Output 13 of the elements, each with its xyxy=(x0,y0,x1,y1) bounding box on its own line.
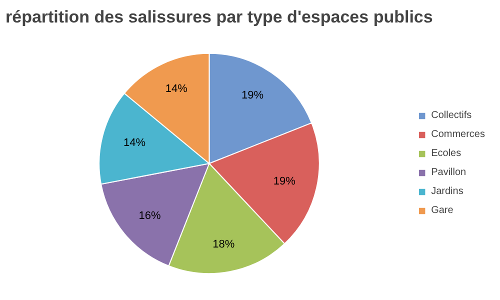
legend-label: Collectifs xyxy=(431,110,472,121)
data-label: 19% xyxy=(273,175,296,188)
legend-label: Pavillon xyxy=(431,167,466,178)
data-label: 19% xyxy=(242,89,264,102)
data-label: 14% xyxy=(124,136,146,149)
data-label: 16% xyxy=(138,210,162,222)
legend-label: Jardins xyxy=(431,186,464,197)
chart-title: répartition des salissures par type d'espaces publics xyxy=(6,8,433,26)
legend-label: Commerces xyxy=(431,129,485,140)
data-label: 14% xyxy=(165,82,188,95)
data-label: 18% xyxy=(212,238,235,251)
legend-label: Gare xyxy=(431,205,454,216)
legend-label: Ecoles xyxy=(431,148,462,159)
